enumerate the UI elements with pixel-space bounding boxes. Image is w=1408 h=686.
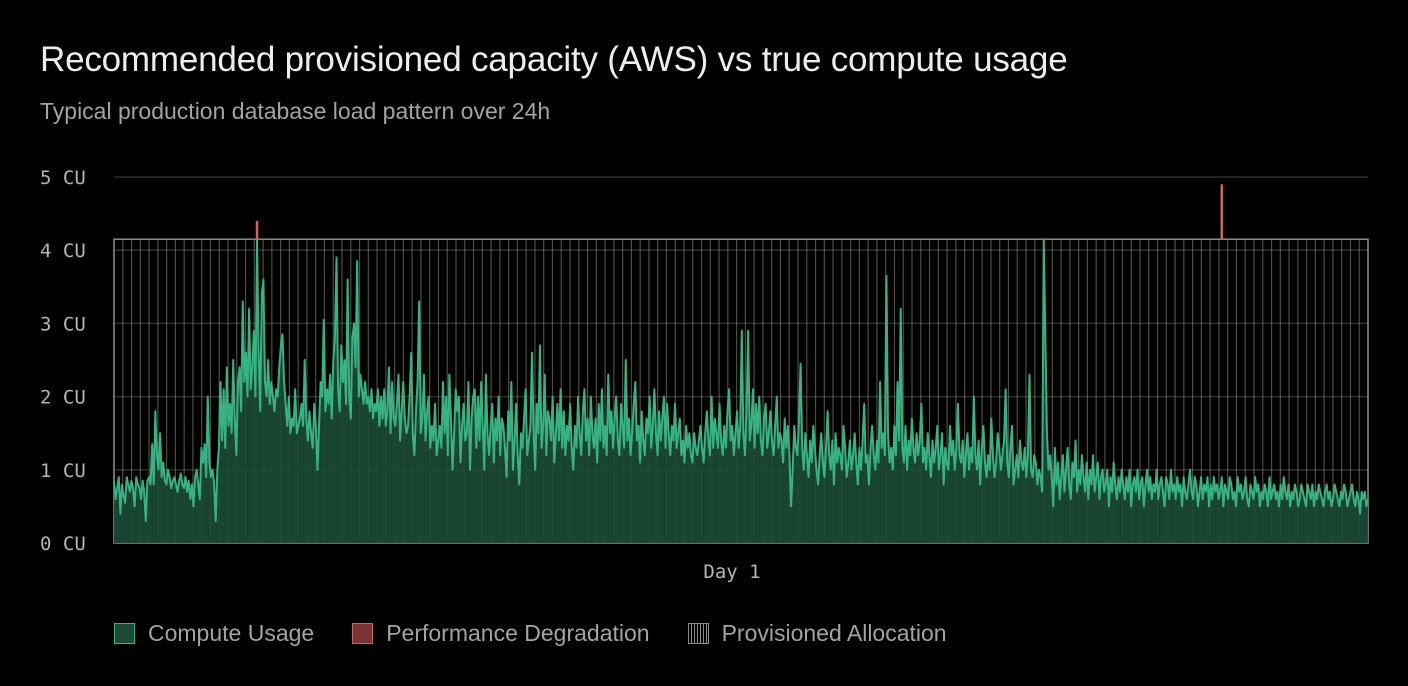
y-tick-label: 3 CU xyxy=(40,313,86,335)
chart-subtitle: Typical production database load pattern… xyxy=(40,98,551,124)
performance-degradation xyxy=(255,184,1224,240)
provisioned-swatch-icon xyxy=(687,623,709,644)
degradation-swatch-icon xyxy=(352,623,374,644)
legend-item-provisioned: Provisioned Allocation xyxy=(687,620,947,647)
legend-label: Performance Degradation xyxy=(386,620,650,646)
legend-label: Provisioned Allocation xyxy=(721,620,947,646)
usage-chart: 0 CU 1 CU 2 CU 3 CU 4 CU 5 CU Day 1 xyxy=(40,167,1369,583)
y-tick-label: 1 CU xyxy=(40,460,86,482)
legend: Compute Usage Performance Degradation Pr… xyxy=(114,620,947,647)
chart-title: Recommended provisioned capacity (AWS) v… xyxy=(40,40,1068,79)
legend-item-usage: Compute Usage xyxy=(114,620,314,647)
y-tick-label: 4 CU xyxy=(40,240,86,262)
compute-usage-area xyxy=(113,238,1369,543)
legend-item-degradation: Performance Degradation xyxy=(352,620,650,647)
y-tick-label: 2 CU xyxy=(40,387,86,409)
y-axis-ticks: 0 CU 1 CU 2 CU 3 CU 4 CU 5 CU xyxy=(40,167,86,555)
y-tick-label: 5 CU xyxy=(40,167,86,189)
legend-label: Compute Usage xyxy=(148,620,315,646)
usage-swatch-icon xyxy=(114,623,135,644)
compute-usage-line xyxy=(113,238,1369,523)
y-tick-label: 0 CU xyxy=(40,533,86,555)
x-axis-label: Day 1 xyxy=(703,561,760,583)
